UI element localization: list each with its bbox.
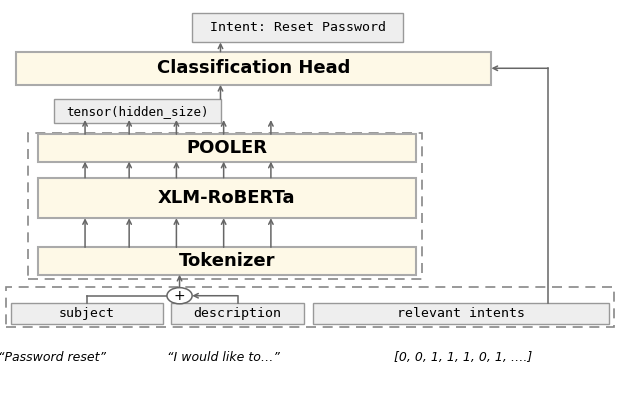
FancyBboxPatch shape [11, 303, 163, 324]
FancyBboxPatch shape [38, 134, 416, 162]
Text: [0, 0, 1, 1, 1, 0, 1, ….]: [0, 0, 1, 1, 1, 0, 1, ….] [394, 351, 532, 364]
Text: description: description [193, 307, 282, 320]
FancyBboxPatch shape [192, 13, 403, 42]
Circle shape [167, 288, 192, 304]
FancyBboxPatch shape [54, 99, 220, 123]
FancyBboxPatch shape [16, 52, 491, 85]
Text: Intent: Reset Password: Intent: Reset Password [210, 21, 386, 34]
FancyBboxPatch shape [38, 247, 416, 275]
Text: tensor(hidden_size): tensor(hidden_size) [66, 105, 209, 118]
FancyBboxPatch shape [171, 303, 304, 324]
Text: POOLER: POOLER [186, 139, 267, 157]
Text: Classification Head: Classification Head [157, 59, 350, 77]
FancyBboxPatch shape [313, 303, 609, 324]
Text: relevant intents: relevant intents [397, 307, 525, 320]
Text: Tokenizer: Tokenizer [178, 252, 275, 270]
Text: subject: subject [59, 307, 115, 320]
Text: XLM-RoBERTa: XLM-RoBERTa [158, 189, 295, 207]
Text: “Password reset”: “Password reset” [0, 351, 106, 364]
Text: “I would like to…”: “I would like to…” [167, 351, 280, 364]
FancyBboxPatch shape [38, 178, 416, 218]
Text: +: + [174, 289, 185, 303]
